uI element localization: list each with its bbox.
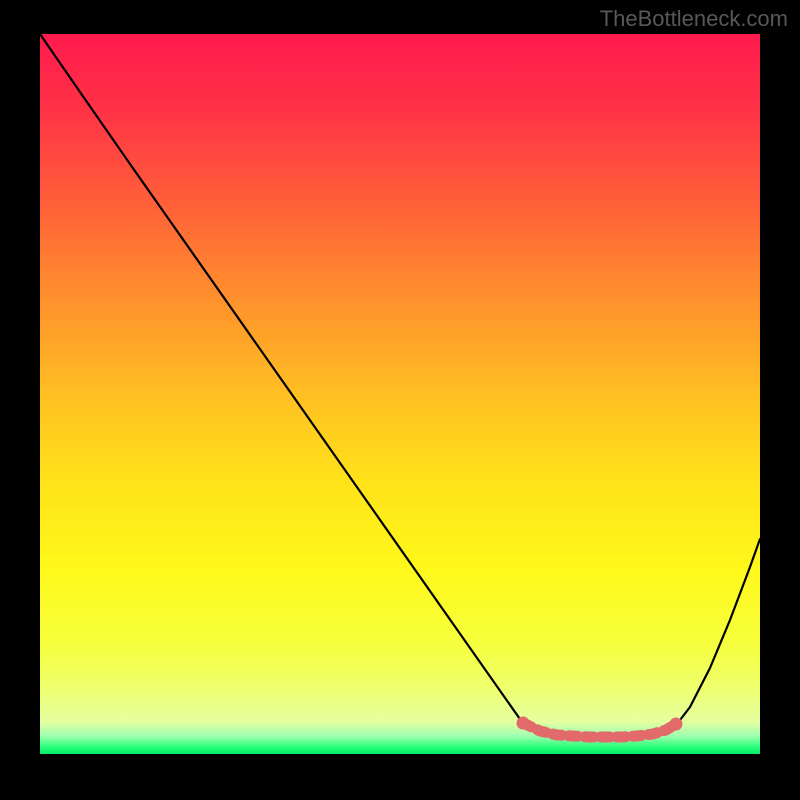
chart-svg (40, 34, 760, 754)
watermark-text: TheBottleneck.com (600, 6, 788, 32)
bottleneck-curve (40, 34, 760, 737)
optimal-range-endpoint (517, 717, 530, 730)
plot-area (40, 34, 760, 754)
optimal-range-endpoint (670, 718, 683, 731)
chart-container: TheBottleneck.com (0, 0, 800, 800)
optimal-range-path (523, 723, 676, 737)
